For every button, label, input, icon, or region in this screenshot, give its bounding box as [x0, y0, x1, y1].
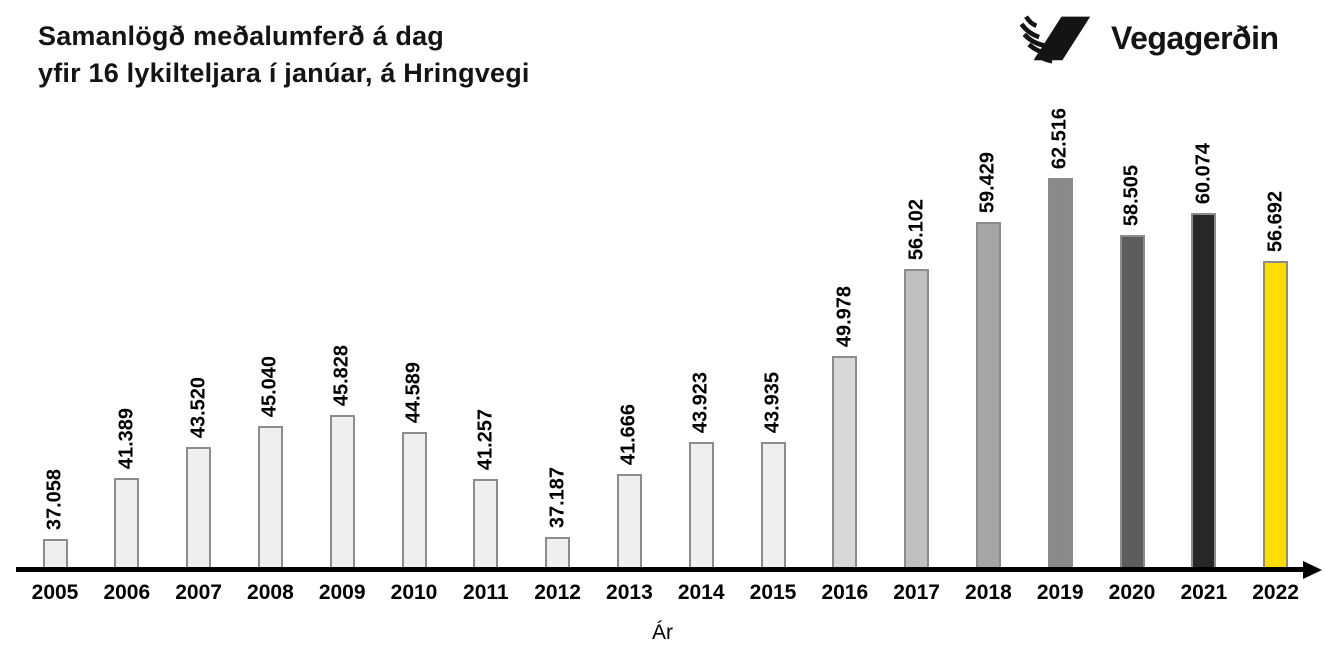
bar-2005: [42, 539, 68, 570]
x-tick-2021: 2021: [1180, 581, 1228, 604]
chart-title: Samanlögð meðalumferð á dag yfir 16 lyki…: [38, 18, 530, 92]
bar-2019: [1047, 178, 1073, 570]
x-tick-2018: 2018: [965, 581, 1012, 604]
bar-value-2018: 59.429: [976, 151, 999, 213]
bar-value-2019: 62.516: [1048, 107, 1071, 169]
bar-2018: [975, 222, 1001, 570]
bar-value-2013: 41.666: [617, 403, 640, 465]
bar-value-2011: 41.257: [474, 408, 497, 470]
bar-2017: [904, 269, 930, 570]
x-tick-2005: 2005: [31, 581, 79, 604]
bar-value-2007: 43.520: [187, 376, 210, 438]
bar-2012: [545, 537, 571, 570]
x-tick-2019: 2019: [1036, 581, 1084, 604]
x-axis-line: [16, 567, 1306, 572]
bar-value-2008: 45.040: [258, 355, 281, 417]
vegagerdin-logo-icon: [1019, 15, 1091, 64]
bar-2011: [473, 479, 499, 570]
x-tick-2012: 2012: [534, 581, 581, 604]
bar-2014: [688, 442, 714, 570]
bar-value-2021: 60.074: [1192, 142, 1215, 204]
x-tick-2015: 2015: [749, 581, 797, 604]
vegagerdin-logo-text: Vegagerðin: [1111, 19, 1279, 56]
chart-title-line2: yfir 16 lykilteljara í janúar, á Hringve…: [38, 58, 530, 88]
bar-value-2022: 56.692: [1264, 190, 1287, 252]
bar-2015: [760, 442, 786, 570]
bar-2021: [1191, 213, 1217, 570]
x-tick-2007: 2007: [175, 581, 222, 604]
bar-value-2015: 43.935: [761, 371, 784, 433]
bar-2022: [1263, 261, 1289, 570]
x-tick-2010: 2010: [390, 581, 438, 604]
bar-2016: [832, 356, 858, 570]
x-tick-2006: 2006: [103, 581, 151, 604]
bar-value-2009: 45.828: [330, 344, 353, 406]
x-axis-title: Ár: [652, 621, 673, 644]
bar-2008: [257, 426, 283, 570]
x-tick-2013: 2013: [606, 581, 653, 604]
bar-value-2012: 37.187: [546, 466, 569, 528]
x-tick-2014: 2014: [677, 581, 725, 604]
bar-2020: [1119, 235, 1145, 570]
bar-value-2017: 56.102: [905, 198, 928, 260]
x-tick-2017: 2017: [893, 581, 940, 604]
bar-value-2014: 43.923: [689, 371, 712, 433]
bar-2010: [401, 432, 427, 570]
x-tick-2011: 2011: [463, 581, 509, 604]
x-tick-2009: 2009: [318, 581, 366, 604]
bar-value-2010: 44.589: [402, 361, 425, 423]
x-tick-2016: 2016: [821, 581, 869, 604]
bar-value-2005: 37.058: [43, 468, 66, 530]
bar-value-2020: 58.505: [1120, 164, 1143, 226]
bar-2009: [329, 415, 355, 570]
x-tick-2020: 2020: [1108, 581, 1156, 604]
vegagerdin-logo: Vegagerðin: [1012, 12, 1279, 64]
bar-2006: [114, 478, 140, 570]
bar-value-2016: 49.978: [833, 285, 856, 347]
chart-title-line1: Samanlögð meðalumferð á dag: [38, 21, 444, 51]
x-tick-2008: 2008: [247, 581, 294, 604]
x-axis-arrow-icon: [1303, 561, 1322, 579]
bar-2013: [616, 474, 642, 570]
bar-value-2006: 41.389: [115, 407, 138, 469]
x-tick-2022: 2022: [1252, 581, 1299, 604]
bar-2007: [186, 447, 212, 570]
